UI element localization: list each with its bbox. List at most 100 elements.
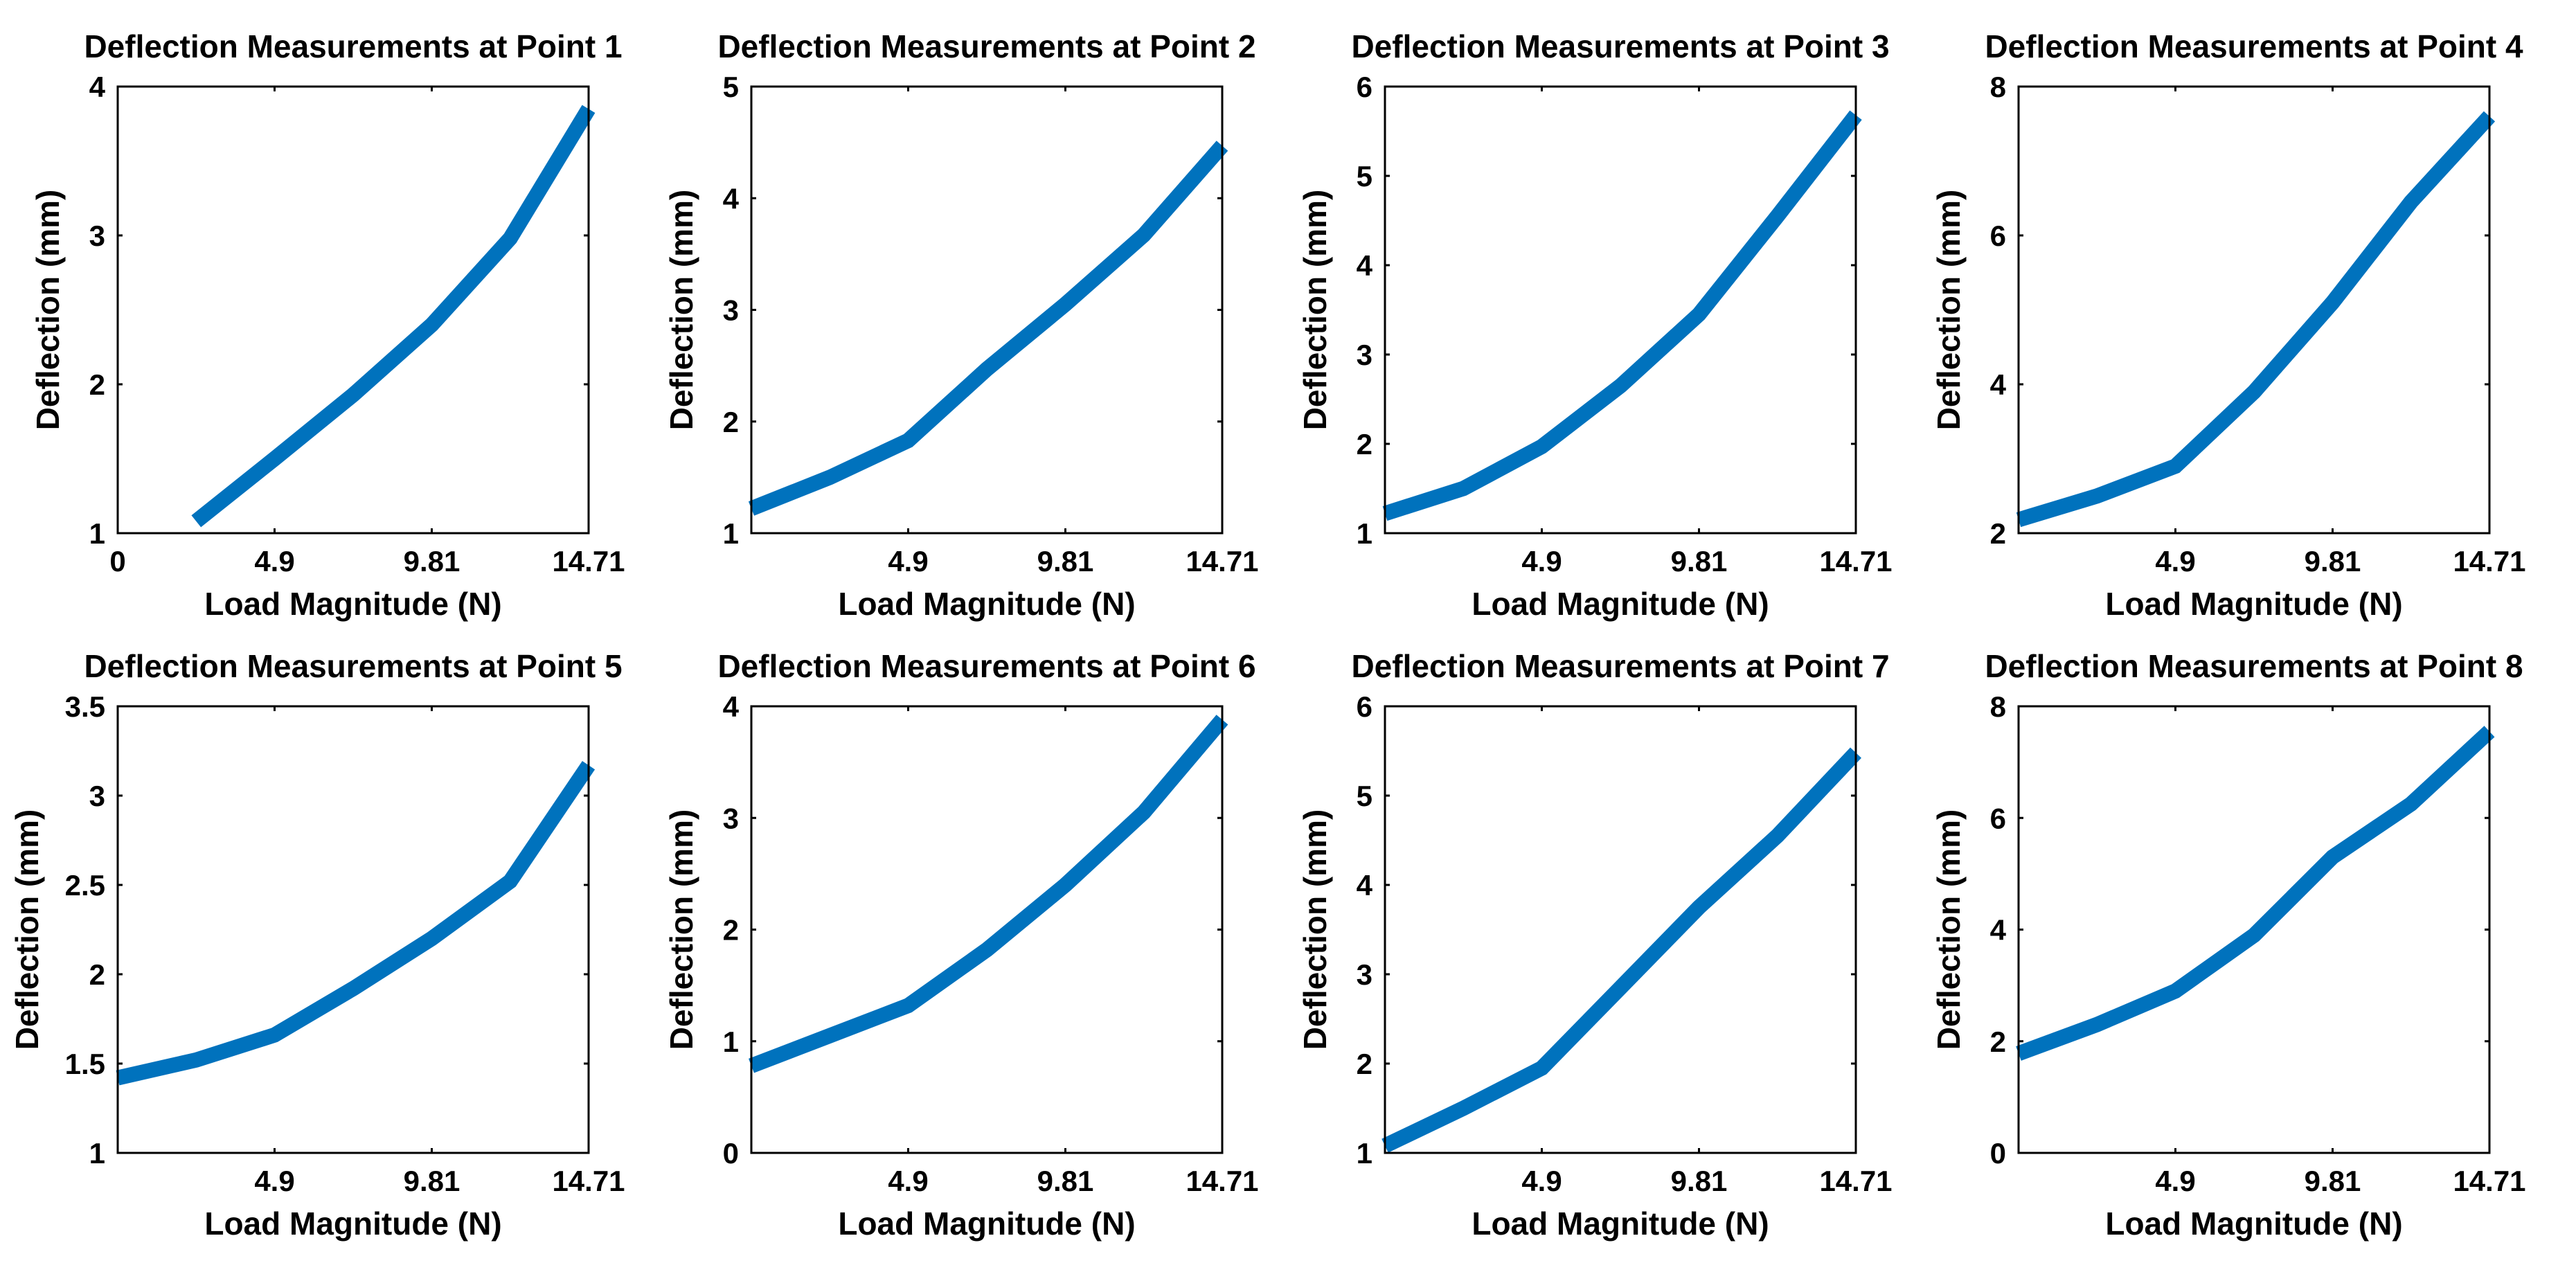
chart-2-xtick-label-2: 9.81 (1037, 545, 1094, 577)
chart-1: Deflection Measurements at Point 1 0 4.9 9.… (30, 28, 625, 622)
chart-5-ylabel: Deflection (mm) (9, 809, 45, 1050)
chart-3-xtick-label-3: 14.71 (1819, 545, 1892, 577)
chart-2-series-line (748, 141, 1228, 516)
chart-1-ytick-label-1: 1 (89, 517, 105, 550)
chart-3: Deflection Measurements at Point 3 4.9 9.8… (1297, 28, 1893, 622)
chart-3-axes-box (1384, 85, 1857, 535)
chart-3-ylabel: Deflection (mm) (1297, 190, 1333, 431)
chart-6-ytick-label-2: 1 (723, 1025, 739, 1058)
chart-1-xtick-label-2: 4.9 (254, 545, 294, 577)
chart-5-ytick-label-6: 3.5 (65, 690, 105, 723)
chart-6-ylabel: Deflection (mm) (663, 809, 699, 1050)
chart-1-ytick-label-2: 2 (89, 368, 105, 401)
chart-2-ytick-label-5: 5 (723, 71, 739, 103)
chart-7-series-line (1381, 747, 1861, 1153)
chart-4-ylabel: Deflection (mm) (1931, 190, 1967, 431)
chart-4-xtick-label-1: 4.9 (2155, 545, 2195, 577)
chart-4: Deflection Measurements at Point 4 4.9 9.8… (1931, 28, 2526, 622)
chart-2-ylabel: Deflection (mm) (663, 190, 699, 431)
chart-6-ytick-label-4: 3 (723, 802, 739, 834)
chart-5-xtick-label-2: 9.81 (404, 1165, 460, 1197)
chart-8-xtick-label-2: 9.81 (2305, 1165, 2361, 1197)
chart-7-ytick-label-5: 5 (1357, 780, 1372, 812)
chart-1-xtick-label-3: 9.81 (404, 545, 460, 577)
chart-8-series-line (2016, 726, 2495, 1061)
chart-5-ytick-label-1: 1 (89, 1137, 105, 1170)
chart-5: Deflection Measurements at Point 5 4.9 9.8… (9, 648, 625, 1242)
chart-8-ytick-label-5: 8 (1990, 690, 2006, 723)
chart-7-title: Deflection Measurements at Point 7 (1351, 648, 1889, 684)
chart-3-ytick-label-4: 4 (1357, 249, 1373, 282)
chart-4-series-line (2016, 111, 2496, 528)
chart-5-ytick-label-4: 2.5 (65, 869, 105, 902)
chart-3-ytick-label-1: 1 (1357, 517, 1372, 550)
chart-5-ytick-label-5: 3 (89, 780, 105, 812)
chart-6-ytick-label-3: 2 (723, 914, 739, 947)
chart-1-ytick-label-3: 3 (89, 220, 105, 252)
chart-6-axes-box (750, 705, 1224, 1154)
chart-6: Deflection Measurements at Point 6 4.9 9.8… (663, 648, 1259, 1242)
chart-7-axes-box (1384, 705, 1857, 1154)
chart-3-xtick-label-2: 9.81 (1671, 545, 1728, 577)
chart-3-title: Deflection Measurements at Point 3 (1351, 28, 1889, 64)
chart-2-ytick-label-4: 4 (723, 182, 740, 215)
chart-7-xtick-label-3: 14.71 (1819, 1165, 1892, 1197)
chart-4-ytick-label-1: 2 (1990, 517, 2006, 550)
chart-6-xtick-label-2: 9.81 (1037, 1165, 1094, 1197)
chart-8-ytick-label-3: 4 (1990, 914, 2007, 947)
chart-8-title: Deflection Measurements at Point 8 (1985, 648, 2523, 684)
chart-8-xlabel: Load Magnitude (N) (2105, 1206, 2402, 1242)
chart-7-xtick-label-2: 9.81 (1671, 1165, 1728, 1197)
chart-7-ytick-label-2: 2 (1357, 1048, 1372, 1080)
chart-1-xlabel: Load Magnitude (N) (204, 586, 501, 622)
chart-7-ytick-label-1: 1 (1357, 1137, 1372, 1170)
chart-5-title: Deflection Measurements at Point 5 (84, 648, 622, 684)
chart-7-ytick-label-6: 6 (1357, 690, 1372, 723)
chart-2-xtick-label-3: 14.71 (1186, 545, 1258, 577)
chart-3-ytick-label-5: 5 (1357, 160, 1372, 192)
chart-7-ytick-label-3: 3 (1357, 958, 1372, 991)
chart-7: Deflection Measurements at Point 7 4.9 9.8… (1297, 648, 1893, 1242)
chart-1-xtick-label-4: 14.71 (552, 545, 625, 577)
chart-5-axes-box (116, 705, 590, 1154)
chart-8-ytick-label-1: 0 (1990, 1137, 2006, 1170)
chart-8: Deflection Measurements at Point 8 4.9 9.8… (1931, 648, 2526, 1242)
chart-3-ytick-label-6: 6 (1357, 71, 1372, 103)
chart-4-title: Deflection Measurements at Point 4 (1985, 28, 2523, 64)
chart-4-axes-box (2017, 85, 2491, 535)
chart-6-title: Deflection Measurements at Point 6 (717, 648, 1255, 684)
chart-2-ytick-label-2: 2 (723, 406, 739, 438)
chart-3-xlabel: Load Magnitude (N) (1472, 586, 1769, 622)
chart-7-xlabel: Load Magnitude (N) (1472, 1206, 1769, 1242)
chart-1-series-line (191, 105, 596, 528)
chart-6-series-line (749, 715, 1228, 1073)
chart-3-series-line (1382, 110, 1862, 521)
chart-5-xtick-label-1: 4.9 (254, 1165, 294, 1197)
chart-1-title: Deflection Measurements at Point 1 (84, 28, 622, 64)
chart-2-ytick-label-1: 1 (723, 517, 739, 550)
chart-7-xtick-label-1: 4.9 (1521, 1165, 1562, 1197)
chart-4-xtick-label-3: 14.71 (2453, 545, 2525, 577)
chart-6-ytick-label-5: 4 (723, 690, 740, 723)
chart-5-ytick-label-3: 2 (89, 958, 105, 991)
chart-5-ytick-label-2: 1.5 (65, 1048, 105, 1080)
chart-4-xlabel: Load Magnitude (N) (2105, 586, 2402, 622)
chart-1-ylabel: Deflection (mm) (30, 190, 66, 431)
chart-8-ylabel: Deflection (mm) (1931, 809, 1967, 1050)
chart-2-title: Deflection Measurements at Point 2 (717, 28, 1255, 64)
chart-3-xtick-label-1: 4.9 (1521, 545, 1562, 577)
chart-2-axes-box (750, 85, 1224, 535)
chart-6-xlabel: Load Magnitude (N) (838, 1206, 1135, 1242)
chart-4-ytick-label-2: 4 (1990, 368, 2007, 401)
chart-5-series-line (116, 760, 596, 1086)
chart-6-xtick-label-1: 4.9 (888, 1165, 928, 1197)
chart-1-axes-box (116, 85, 590, 535)
chart-4-ytick-label-3: 6 (1990, 220, 2006, 252)
chart-2-xlabel: Load Magnitude (N) (838, 586, 1135, 622)
chart-8-ytick-label-2: 2 (1990, 1025, 2006, 1058)
chart-3-ytick-label-3: 3 (1357, 339, 1372, 371)
chart-2: Deflection Measurements at Point 2 4.9 9.8… (663, 28, 1259, 622)
chart-8-xtick-label-3: 14.71 (2453, 1165, 2525, 1197)
chart-7-ytick-label-4: 4 (1357, 869, 1373, 902)
